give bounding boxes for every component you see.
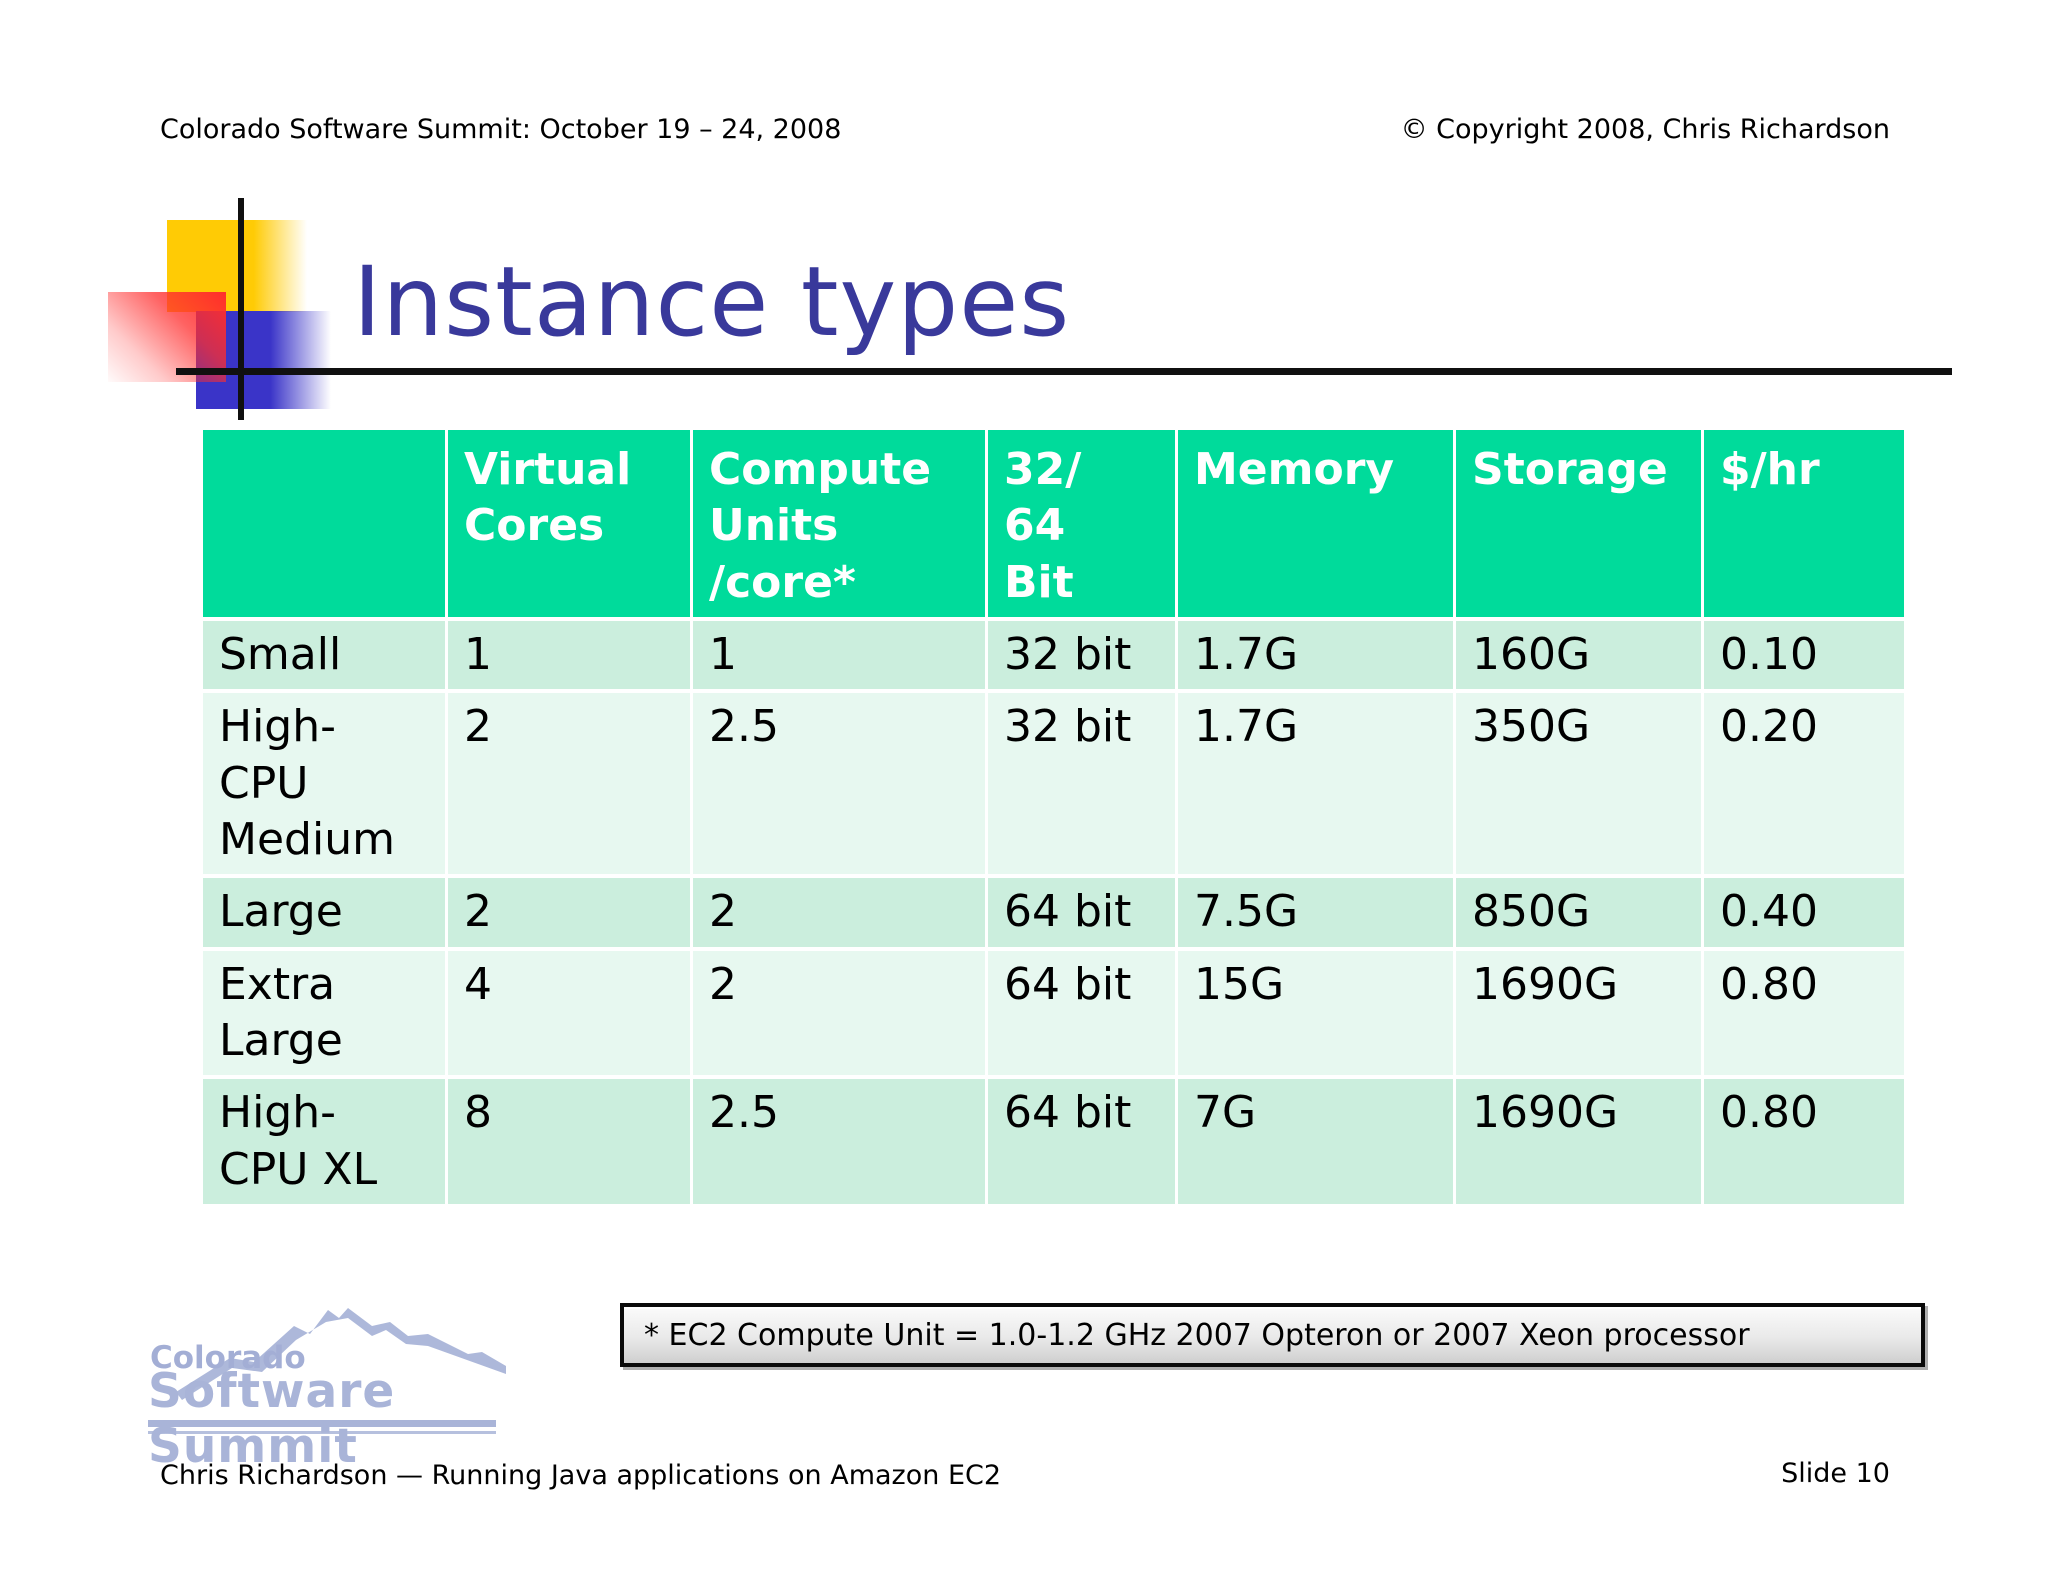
table-data-cell: 0.20	[1704, 693, 1904, 875]
table-data-cell: 160G	[1456, 621, 1701, 690]
footnote-text: * EC2 Compute Unit = 1.0-1.2 GHz 2007 Op…	[644, 1317, 1750, 1353]
logo-colorado-text: Colorado	[150, 1340, 306, 1376]
table-header-cell-6: $/hr	[1704, 430, 1904, 617]
table-data-cell: 0.80	[1704, 1079, 1904, 1204]
table-data-cell: 0.10	[1704, 621, 1904, 690]
decorative-vertical-line	[238, 198, 244, 420]
table-data-cell: 2	[448, 878, 690, 947]
slide-number: Slide 10	[1781, 1458, 1890, 1489]
table-data-cell: 2.5	[693, 1079, 985, 1204]
table-data-cell: 0.40	[1704, 878, 1904, 947]
table-header-cell-2: Compute Units /core*	[693, 430, 985, 617]
logo-rule-thin	[148, 1431, 496, 1434]
table-data-cell: 2	[448, 693, 690, 875]
table-data-cell: 7.5G	[1178, 878, 1453, 947]
table-data-cell: 1	[448, 621, 690, 690]
table-data-cell: 850G	[1456, 878, 1701, 947]
logo-rule-thick	[148, 1420, 496, 1427]
table-data-cell: 7G	[1178, 1079, 1453, 1204]
table-data-cell: 1690G	[1456, 950, 1701, 1076]
table-data-cell: 1690G	[1456, 1079, 1701, 1204]
table-row-name-cell: Large	[203, 878, 445, 947]
copyright-text: © Copyright 2008, Chris Richardson	[1400, 114, 1890, 145]
logo-software-summit-text: Software Summit	[148, 1364, 396, 1474]
table-data-cell: 2.5	[693, 693, 985, 875]
table-row-name-cell: High- CPU Medium	[203, 693, 445, 875]
table-data-cell: 8	[448, 1079, 690, 1204]
table-data-cell: 64 bit	[988, 878, 1175, 947]
table-data-cell: 1	[693, 621, 985, 690]
table-header-cell-1: Virtual Cores	[448, 430, 690, 617]
footnote-box: * EC2 Compute Unit = 1.0-1.2 GHz 2007 Op…	[620, 1303, 1925, 1367]
table-data-cell: 64 bit	[988, 950, 1175, 1076]
table-data-cell: 0.80	[1704, 950, 1904, 1076]
table-header-cell-5: Storage	[1456, 430, 1701, 617]
event-header-text: Colorado Software Summit: October 19 – 2…	[160, 114, 842, 145]
table-row-name-cell: Extra Large	[203, 950, 445, 1076]
table-row-name-cell: Small	[203, 621, 445, 690]
table-data-cell: 64 bit	[988, 1079, 1175, 1204]
table-data-cell: 32 bit	[988, 693, 1175, 875]
table-data-cell: 350G	[1456, 693, 1701, 875]
instance-table: Virtual Cores Compute Units /core* 32/ 64 …	[203, 430, 1904, 1204]
conference-logo: Colorado Software Summit	[148, 1296, 508, 1474]
table-data-cell: 1.7G	[1178, 621, 1453, 690]
table-data-cell: 4	[448, 950, 690, 1076]
title-underline	[176, 368, 1952, 375]
footer-author-text: Chris Richardson — Running Java applicat…	[160, 1460, 1002, 1491]
table-data-cell: 1.7G	[1178, 693, 1453, 875]
table-data-cell: 15G	[1178, 950, 1453, 1076]
table-header-cell-0	[203, 430, 445, 617]
table-header-cell-4: Memory	[1178, 430, 1453, 617]
table-data-cell: 2	[693, 878, 985, 947]
table-data-cell: 32 bit	[988, 621, 1175, 690]
table-header-cell-3: 32/ 64 Bit	[988, 430, 1175, 617]
table-row-name-cell: High- CPU XL	[203, 1079, 445, 1204]
table-data-cell: 2	[693, 950, 985, 1076]
decorative-red-square	[108, 292, 226, 382]
page-title: Instance types	[353, 246, 1071, 358]
